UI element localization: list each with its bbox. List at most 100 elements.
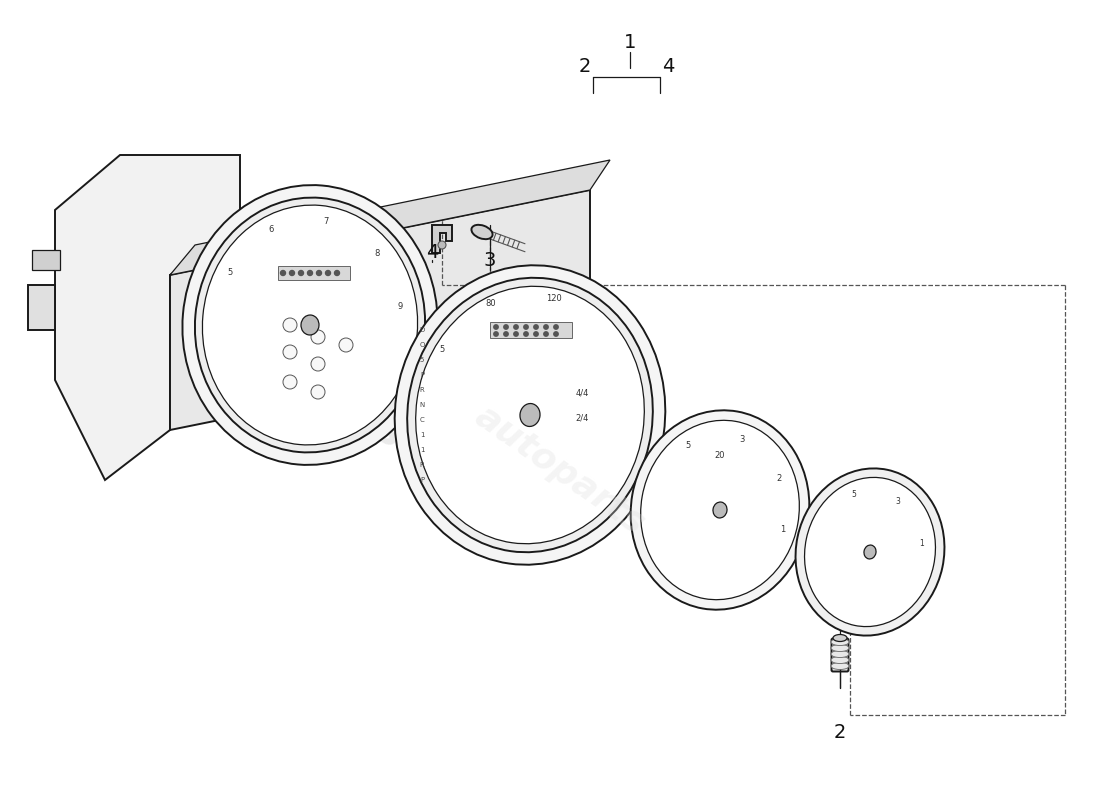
Circle shape: [494, 332, 498, 336]
Text: 9: 9: [398, 302, 404, 311]
Text: 3: 3: [739, 435, 745, 444]
Polygon shape: [432, 225, 452, 253]
Circle shape: [553, 332, 558, 336]
Text: 5: 5: [439, 345, 444, 354]
Polygon shape: [170, 160, 610, 275]
Text: C: C: [419, 417, 425, 423]
Ellipse shape: [804, 478, 935, 626]
Circle shape: [494, 325, 498, 330]
Text: P: P: [420, 372, 425, 378]
Circle shape: [514, 325, 518, 330]
Ellipse shape: [830, 638, 849, 646]
Circle shape: [311, 330, 324, 344]
Ellipse shape: [833, 563, 847, 570]
Text: autoparts: autoparts: [187, 282, 412, 458]
Circle shape: [534, 332, 538, 336]
Circle shape: [317, 270, 321, 275]
Polygon shape: [170, 190, 590, 430]
Text: 5: 5: [685, 441, 690, 450]
Circle shape: [438, 241, 446, 249]
Ellipse shape: [830, 567, 849, 574]
Circle shape: [283, 345, 297, 359]
Text: 1: 1: [624, 33, 636, 51]
Text: 1: 1: [420, 432, 425, 438]
Circle shape: [553, 325, 558, 330]
Ellipse shape: [395, 266, 666, 565]
FancyBboxPatch shape: [832, 567, 848, 606]
Text: 1: 1: [780, 525, 785, 534]
Text: 7: 7: [323, 217, 329, 226]
Text: 120: 120: [546, 294, 561, 302]
Text: 2: 2: [834, 722, 846, 742]
Text: R: R: [419, 387, 425, 393]
Ellipse shape: [830, 662, 849, 670]
Text: P: P: [420, 477, 425, 483]
Text: 1: 1: [920, 539, 924, 548]
Ellipse shape: [407, 278, 652, 552]
Text: N: N: [419, 402, 425, 408]
Circle shape: [534, 325, 538, 330]
Circle shape: [524, 325, 528, 330]
Ellipse shape: [830, 586, 849, 593]
Ellipse shape: [830, 574, 849, 581]
Text: 80: 80: [485, 299, 496, 308]
Circle shape: [524, 332, 528, 336]
Circle shape: [504, 325, 508, 330]
FancyBboxPatch shape: [832, 638, 848, 671]
Text: 6: 6: [268, 226, 274, 234]
Circle shape: [283, 375, 297, 389]
Circle shape: [543, 325, 548, 330]
Text: O: O: [419, 342, 425, 348]
Text: autoparts: autoparts: [469, 399, 651, 541]
Circle shape: [283, 318, 297, 332]
Text: 3: 3: [484, 250, 496, 270]
Circle shape: [280, 270, 286, 275]
Text: 8: 8: [375, 249, 379, 258]
Ellipse shape: [864, 545, 876, 559]
Circle shape: [308, 270, 312, 275]
Ellipse shape: [301, 315, 319, 335]
Circle shape: [339, 338, 353, 352]
Text: R: R: [419, 462, 425, 468]
Circle shape: [298, 270, 304, 275]
FancyBboxPatch shape: [490, 322, 572, 338]
Text: 4: 4: [662, 58, 674, 77]
Ellipse shape: [795, 469, 945, 635]
Circle shape: [514, 332, 518, 336]
Ellipse shape: [520, 403, 540, 426]
FancyBboxPatch shape: [278, 266, 350, 280]
Ellipse shape: [630, 410, 810, 610]
Polygon shape: [55, 155, 240, 480]
Text: 5: 5: [228, 268, 233, 277]
Ellipse shape: [202, 205, 418, 445]
Text: 2: 2: [579, 58, 591, 77]
Ellipse shape: [472, 225, 493, 239]
Text: 1: 1: [420, 447, 425, 453]
Ellipse shape: [195, 198, 425, 453]
Text: 2: 2: [777, 474, 781, 483]
Ellipse shape: [640, 420, 800, 600]
Circle shape: [289, 270, 295, 275]
Text: 4: 4: [426, 242, 438, 262]
Ellipse shape: [830, 579, 849, 586]
Ellipse shape: [833, 634, 847, 642]
Text: D: D: [419, 327, 425, 333]
FancyBboxPatch shape: [32, 250, 60, 270]
Text: 4/4: 4/4: [575, 389, 589, 398]
Ellipse shape: [713, 502, 727, 518]
Polygon shape: [28, 285, 55, 330]
Circle shape: [543, 332, 548, 336]
Ellipse shape: [830, 645, 849, 651]
Ellipse shape: [830, 598, 849, 605]
Ellipse shape: [830, 650, 849, 658]
Text: 5: 5: [420, 357, 425, 363]
Circle shape: [326, 270, 330, 275]
Text: 5: 5: [851, 490, 857, 499]
Text: 2/4: 2/4: [575, 414, 589, 422]
Circle shape: [504, 332, 508, 336]
Ellipse shape: [830, 591, 849, 598]
Circle shape: [311, 357, 324, 371]
Circle shape: [334, 270, 340, 275]
Ellipse shape: [416, 286, 645, 544]
Ellipse shape: [183, 185, 438, 465]
